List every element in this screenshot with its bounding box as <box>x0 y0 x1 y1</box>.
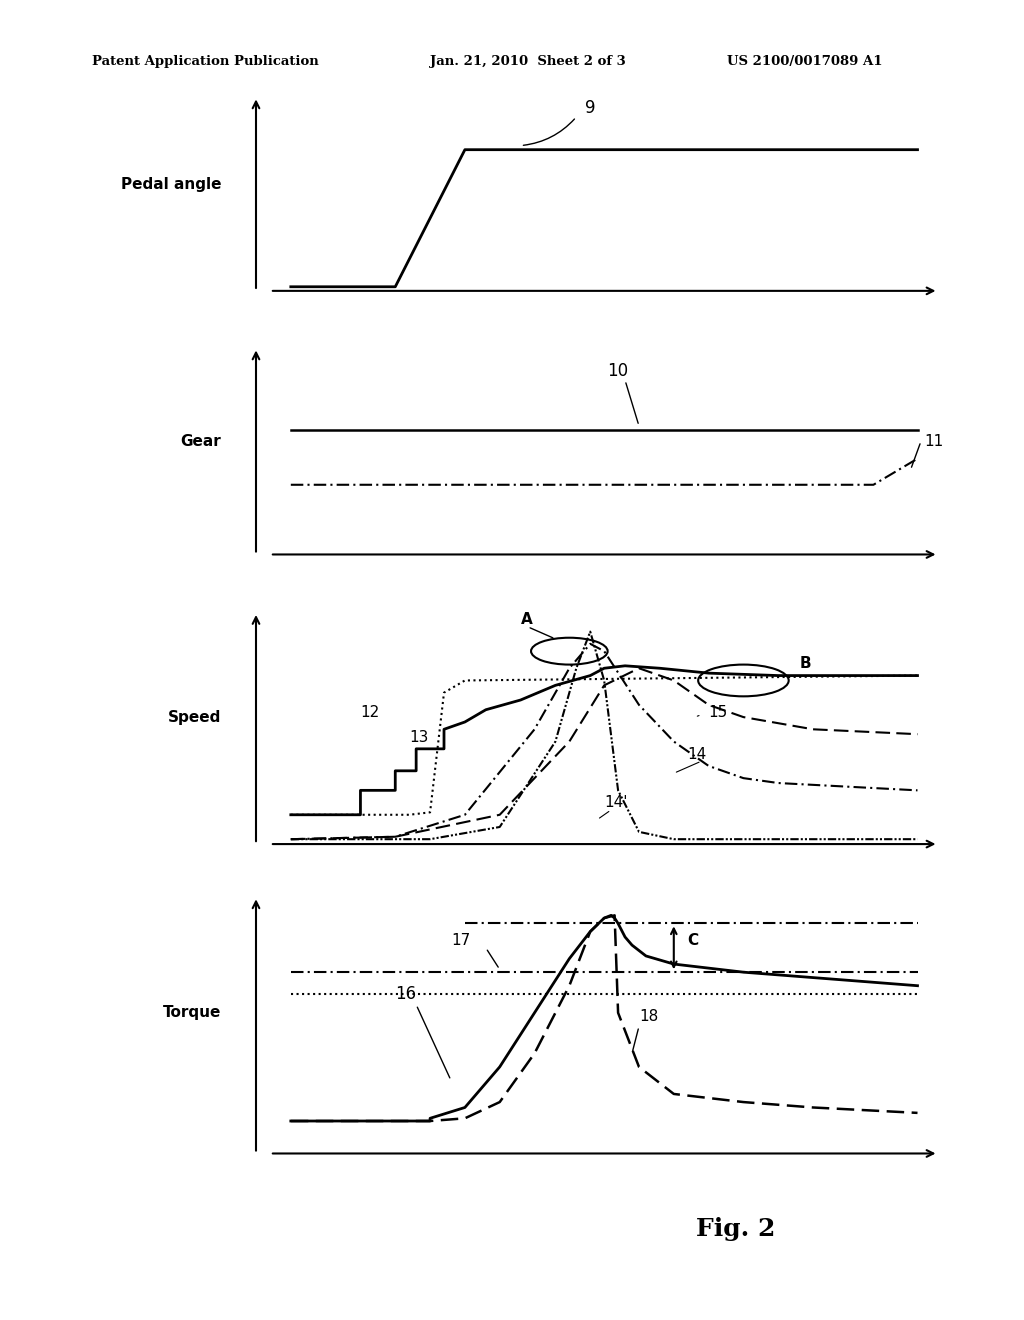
Text: B: B <box>799 656 811 672</box>
Text: US 2100/0017089 A1: US 2100/0017089 A1 <box>727 55 883 69</box>
Text: 12: 12 <box>360 705 380 721</box>
Text: 18: 18 <box>639 1008 658 1024</box>
Text: 10: 10 <box>607 362 629 380</box>
Text: Fig. 2: Fig. 2 <box>696 1217 776 1241</box>
Text: Pedal angle: Pedal angle <box>121 177 221 191</box>
Text: 9: 9 <box>585 99 596 117</box>
Text: 16: 16 <box>395 985 417 1003</box>
Text: A: A <box>520 612 532 627</box>
Text: Speed: Speed <box>168 710 221 725</box>
Text: Jan. 21, 2010  Sheet 2 of 3: Jan. 21, 2010 Sheet 2 of 3 <box>430 55 626 69</box>
Text: 11: 11 <box>925 434 944 449</box>
Text: Torque: Torque <box>163 1006 221 1020</box>
Text: Patent Application Publication: Patent Application Publication <box>92 55 318 69</box>
Text: 14: 14 <box>688 747 707 762</box>
Text: 13: 13 <box>410 730 429 744</box>
Text: 17: 17 <box>451 933 470 948</box>
Text: C: C <box>688 933 698 948</box>
Text: Gear: Gear <box>180 434 221 449</box>
Text: 15: 15 <box>709 705 728 721</box>
Text: 14': 14' <box>604 796 628 810</box>
